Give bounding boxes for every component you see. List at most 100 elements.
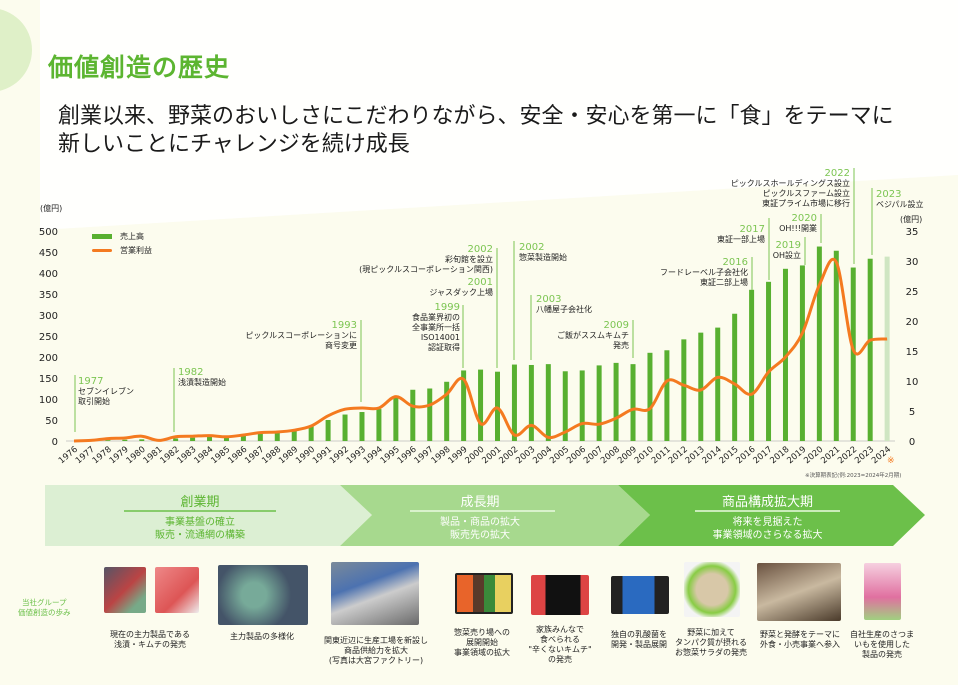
legend-profit-label: 営業利益 (120, 246, 152, 255)
sales-bar (511, 364, 517, 441)
milestone-annotation: 2009 ご飯がススムキムチ 発売 (557, 320, 629, 351)
milestone-annotation: 2017 東証一部上場 (717, 224, 765, 245)
legend-profit-swatch (92, 249, 112, 252)
sales-bar (274, 432, 280, 441)
sales-bar (478, 369, 484, 441)
phase-arrow-3 (618, 485, 925, 546)
phase-1-desc: 事業基盤の確立 販売・流通網の構築 (155, 517, 245, 541)
milestone-caption: 惣菜売り場への 展開開始 事業領域の拡大 (454, 628, 510, 657)
photo-kimchi (155, 567, 199, 613)
sales-bar (139, 439, 145, 441)
white-diagonal-band (40, 0, 958, 230)
left-axis-tick: 50 (45, 416, 58, 427)
milestone-year: 1993 (331, 320, 357, 331)
milestone-annotation: 1982 浅漬製造開始 (178, 367, 226, 388)
sales-bar (579, 370, 585, 441)
sales-bar (207, 436, 213, 441)
photo-protein-salad (684, 562, 740, 617)
milestone-caption: 自社生産のさつま いもを使用した 製品の発売 (850, 630, 914, 659)
sales-bar (444, 381, 450, 441)
left-axis-label: (億円) (40, 204, 63, 213)
sales-bar (698, 332, 704, 441)
milestone-annotation: 1993 ピックルスコーポレーションに 商号変更 (245, 320, 357, 351)
milestone-annotation: 2003 八幡屋子会社化 (536, 294, 592, 315)
legend-sales-swatch (92, 234, 112, 239)
sales-bar (816, 246, 822, 441)
right-axis-tick: 0 (909, 437, 915, 448)
milestone-annotation: 1999 食品業界初の 全事業所一括 ISO14001 認証取得 (412, 302, 460, 353)
sales-bar (325, 420, 331, 441)
milestone-text: OH設立 (772, 251, 801, 260)
sales-bar (613, 362, 619, 441)
milestone-text: ISO14001 (420, 333, 460, 342)
sales-bar (376, 409, 382, 441)
subtitle-line-1: 創業以来、野菜のおいしさにこだわりながら、安全・安心を第一に「食」をテーマに (58, 104, 894, 129)
milestone-text: 取引開始 (78, 397, 110, 406)
left-axis-tick: 500 (39, 227, 58, 238)
sales-bar (410, 389, 416, 441)
left-axis-tick: 450 (39, 248, 58, 259)
sales-bar (681, 339, 687, 441)
left-axis-tick: 100 (39, 395, 58, 406)
sales-bar (173, 438, 179, 441)
left-axis-tick: 0 (52, 437, 58, 448)
sales-bar (190, 437, 196, 441)
side-label: 当社グループ 価値創造の歩み (18, 598, 71, 617)
sales-bar (257, 433, 263, 441)
phase-2-desc: 製品・商品の拡大 販売先の拡大 (440, 517, 520, 541)
right-axis-tick: 30 (906, 257, 919, 268)
milestone-caption: 現在の主力製品である 浅漬・キムチの発売 (110, 630, 190, 649)
milestone-annotation: 2016 フードレーベル子会社化 東証二部上場 (660, 257, 748, 288)
milestone-text: ピックルスコーポレーションに (245, 331, 357, 340)
left-axis-tick: 150 (39, 374, 58, 385)
milestone-year: 2020 (791, 213, 817, 224)
sales-bar (799, 265, 805, 441)
left-axis-tick: 250 (39, 332, 58, 343)
sales-bar (393, 397, 399, 441)
milestone-year: 2002 (467, 244, 493, 255)
milestone-text: 惣菜製造開始 (519, 253, 567, 262)
milestone-year: 2023 (876, 189, 902, 200)
milestone-annotation: 2022 ピックルスホールディングス設立 ピックルスファーム設立 東証プライム市場に移… (731, 168, 850, 209)
sales-bar (867, 258, 873, 441)
milestone-text: ご飯がススムキムチ (557, 331, 629, 340)
milestone-annotation: 2002 惣菜製造開始 (519, 242, 567, 263)
milestone-year: 2017 (739, 224, 765, 235)
right-axis-tick: 35 (906, 227, 919, 238)
note-mark: ※ (887, 456, 895, 466)
sales-bar (308, 426, 314, 441)
sales-bar (495, 371, 500, 441)
milestone-caption: 野菜と発酵をテーマに 外食・小売事業へ参入 (760, 630, 840, 649)
photo-restaurant-dishes (757, 563, 841, 621)
right-axis-tick: 10 (906, 377, 919, 388)
sales-bar (647, 352, 653, 441)
milestone-year: 1999 (434, 302, 460, 313)
sales-bar (664, 350, 670, 441)
milestone-year: 2002 (519, 242, 545, 253)
milestone-text: (現ピックルスコーポレーション関西) (359, 265, 493, 274)
subtitle-line-2: 新しいことにチャレンジを続け成長 (58, 132, 410, 157)
milestone-annotation: 2020 OH!!!開業 (779, 213, 817, 234)
sales-bar (359, 412, 365, 441)
sales-bar (766, 281, 772, 441)
phase-arrow-2 (340, 485, 650, 546)
milestone-year: 2022 (824, 168, 850, 179)
legend-sales-label: 売上高 (120, 232, 144, 241)
left-axis-tick: 400 (39, 269, 58, 280)
milestone-text: 浅漬製造開始 (178, 378, 226, 387)
sales-bar (715, 327, 721, 441)
photo-sweet-potato-product (864, 563, 901, 620)
milestone-text: フードレーベル子会社化 (660, 268, 748, 277)
milestone-text: 全事業所一括 (412, 323, 460, 332)
milestone-text: 東証一部上場 (717, 235, 765, 244)
photo-omiya-factory (331, 562, 419, 625)
milestone-year: 1977 (78, 376, 104, 387)
milestone-caption: 独自の乳酸菌を 開発・製品展開 (611, 630, 667, 649)
sales-bar (732, 313, 738, 441)
milestone-annotation: 2023 ベジパル設立 (876, 189, 924, 210)
milestone-annotation: 1977 セブンイレブン 取引開始 (78, 376, 134, 407)
left-axis-tick: 200 (39, 353, 58, 364)
photo-deli-bento (455, 573, 513, 614)
